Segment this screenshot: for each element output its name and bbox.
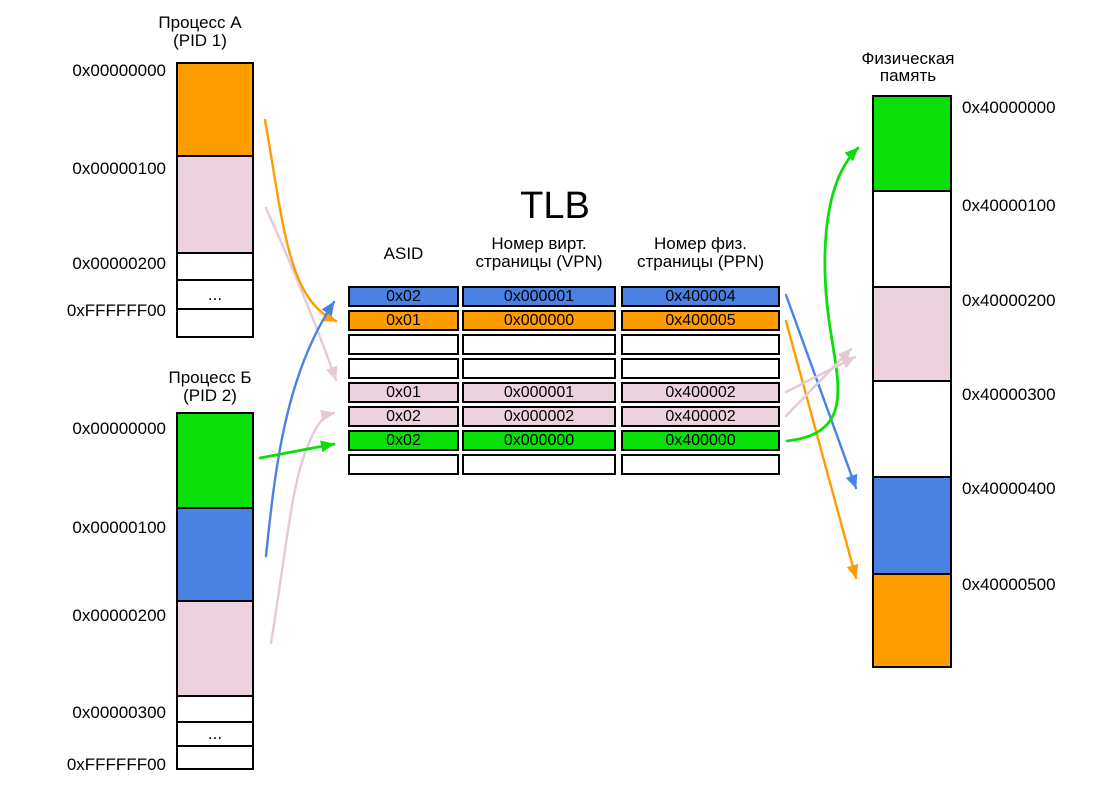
tlb-header-ppn: Номер физ. страницы (PPN) bbox=[621, 235, 780, 271]
tlb-row bbox=[348, 334, 780, 355]
process-a-page-block bbox=[176, 308, 254, 338]
physical-page-block bbox=[872, 380, 952, 478]
physical-address-label: 0x40000200 bbox=[962, 291, 1056, 310]
process-b-address-label: 0x00000200 bbox=[72, 606, 166, 625]
tlb-cell-ppn: 0x400004 bbox=[621, 286, 780, 307]
tlb-title: TLB bbox=[520, 185, 590, 227]
physical-address-label: 0x40000000 bbox=[962, 98, 1056, 117]
process-a-column: ... bbox=[176, 62, 254, 338]
process-b-address-label: 0x00000300 bbox=[72, 703, 166, 722]
process-b-title-line2: (PID 2) bbox=[183, 386, 237, 405]
process-a-title-line1: Процесс А bbox=[158, 13, 242, 32]
tlb-row bbox=[348, 454, 780, 475]
physical-memory-title: Физическая память bbox=[828, 50, 988, 84]
process-b-address-label: 0x00000000 bbox=[72, 419, 166, 438]
physical-address-label: 0x40000300 bbox=[962, 385, 1056, 404]
arrow-process-b-green-to-tlb bbox=[258, 440, 336, 460]
tlb-cell-vpn: 0x000000 bbox=[462, 430, 616, 451]
tlb-cell-asid: 0x02 bbox=[348, 430, 459, 451]
process-b-column: ... bbox=[176, 412, 254, 770]
process-b-page-block bbox=[176, 745, 254, 770]
tlb-cell-ppn: 0x400002 bbox=[621, 382, 780, 403]
physical-page-block bbox=[872, 476, 952, 575]
process-b-title-line1: Процесс Б bbox=[168, 368, 252, 387]
tlb-header-vpn-line1: Номер вирт. bbox=[491, 234, 587, 253]
process-a-page-block bbox=[176, 62, 254, 157]
process-b-page-block bbox=[176, 600, 254, 697]
process-a-address-label: 0x00000000 bbox=[72, 61, 166, 80]
physical-address-label: 0x40000100 bbox=[962, 196, 1056, 215]
physical-address-label: 0x40000500 bbox=[962, 575, 1056, 594]
physical-memory-column bbox=[872, 95, 952, 668]
tlb-cell-asid: 0x01 bbox=[348, 310, 459, 331]
arrow-tlb-green-to-physical bbox=[785, 146, 860, 443]
tlb-cell-ppn bbox=[621, 334, 780, 355]
process-b-address-label: 0x00000100 bbox=[72, 518, 166, 537]
tlb-header-vpn: Номер вирт. страницы (VPN) bbox=[462, 235, 616, 271]
process-b-page-block bbox=[176, 695, 254, 723]
process-a-address-label: 0x00000200 bbox=[72, 254, 166, 273]
process-a-address-label: 0x00000100 bbox=[72, 159, 166, 178]
tlb-header-asid: ASID bbox=[383, 244, 424, 263]
tlb-cell-asid bbox=[348, 334, 459, 355]
tlb-cell-ppn bbox=[621, 454, 780, 475]
tlb-cell-ppn: 0x400000 bbox=[621, 430, 780, 451]
tlb-cell-vpn: 0x000000 bbox=[462, 310, 616, 331]
process-a-page-block bbox=[176, 155, 254, 254]
process-a-page-block bbox=[176, 252, 254, 281]
physical-memory-title-line2: память bbox=[879, 66, 937, 85]
physical-page-block bbox=[872, 573, 952, 668]
tlb-cell-vpn: 0x000001 bbox=[462, 382, 616, 403]
physical-page-block bbox=[872, 95, 952, 192]
process-b-ellipsis-block: ... bbox=[176, 721, 254, 747]
arrow-process-a-orange-to-tlb bbox=[263, 118, 338, 323]
tlb-header-vpn-line2: страницы (VPN) bbox=[475, 252, 603, 271]
tlb-cell-vpn bbox=[462, 334, 616, 355]
arrow-process-a-pink-to-tlb bbox=[264, 206, 338, 382]
tlb-row: 0x01 0x000001 0x400002 bbox=[348, 382, 780, 403]
tlb-cell-vpn bbox=[462, 454, 616, 475]
tlb-cell-asid bbox=[348, 454, 459, 475]
tlb-header-ppn-line2: страницы (PPN) bbox=[636, 252, 765, 271]
physical-page-block bbox=[872, 190, 952, 288]
tlb-cell-asid: 0x02 bbox=[348, 406, 459, 427]
arrow-tlb-orange-to-physical bbox=[784, 319, 859, 580]
tlb-cell-vpn: 0x000002 bbox=[462, 406, 616, 427]
process-b-title: Процесс Б (PID 2) bbox=[130, 369, 290, 405]
arrow-process-b-blue-to-tlb bbox=[264, 300, 336, 558]
process-b-address-label: 0xFFFFFF00 bbox=[66, 755, 166, 774]
tlb-cell-ppn: 0x400002 bbox=[621, 406, 780, 427]
tlb-header-ppn-line1: Номер физ. bbox=[653, 234, 748, 253]
arrow-tlb-pink2-to-physical bbox=[784, 347, 853, 418]
tlb-cell-vpn bbox=[462, 358, 616, 379]
physical-memory-title-line1: Физическая bbox=[861, 49, 955, 68]
tlb-cell-vpn: 0x000001 bbox=[462, 286, 616, 307]
physical-address-label: 0x40000400 bbox=[962, 479, 1056, 498]
process-b-page-block bbox=[176, 507, 254, 602]
arrow-tlb-blue-to-physical bbox=[784, 293, 858, 490]
process-a-title-line2: (PID 1) bbox=[173, 31, 227, 50]
physical-page-block bbox=[872, 286, 952, 382]
tlb-cell-asid: 0x02 bbox=[348, 286, 459, 307]
tlb-cell-ppn bbox=[621, 358, 780, 379]
tlb-cell-ppn: 0x400005 bbox=[621, 310, 780, 331]
arrow-tlb-pink1-to-physical bbox=[784, 355, 857, 394]
tlb-row: 0x02 0x000002 0x400002 bbox=[348, 406, 780, 427]
arrow-process-b-pink-to-tlb bbox=[269, 409, 336, 645]
tlb-row: 0x01 0x000000 0x400005 bbox=[348, 310, 780, 331]
process-a-address-label: 0xFFFFFF00 bbox=[66, 301, 166, 320]
tlb-cell-asid: 0x01 bbox=[348, 382, 459, 403]
tlb-row bbox=[348, 358, 780, 379]
process-a-ellipsis-block: ... bbox=[176, 279, 254, 310]
tlb-cell-asid bbox=[348, 358, 459, 379]
process-b-page-block bbox=[176, 412, 254, 509]
process-a-title: Процесс А (PID 1) bbox=[120, 14, 280, 50]
tlb-row: 0x02 0x000001 0x400004 bbox=[348, 286, 780, 307]
tlb-row: 0x02 0x000000 0x400000 bbox=[348, 430, 780, 451]
